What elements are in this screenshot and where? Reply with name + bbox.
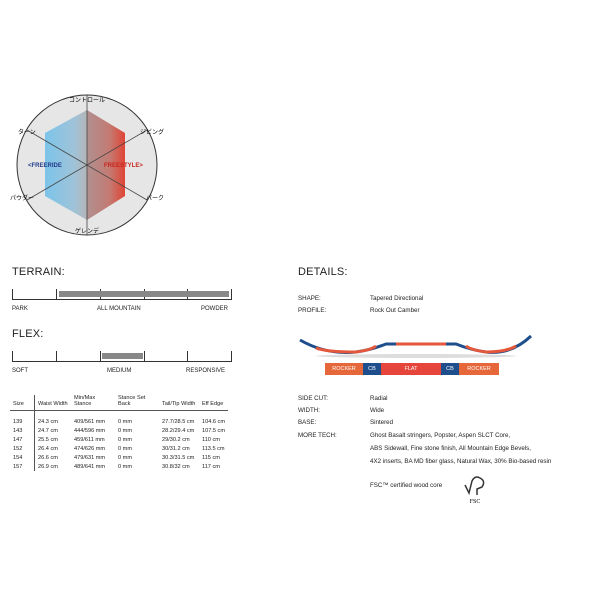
flex-title: FLEX: xyxy=(12,328,44,340)
table-row: 157 26.9 cm 489/641 mm 0 mm 30.8/32 cm 117 cm xyxy=(10,462,228,471)
table-cell: 139 xyxy=(10,410,35,426)
segment-rocker: ROCKER xyxy=(325,363,363,375)
table-cell: 409/561 mm xyxy=(74,418,106,425)
table-cell: 0 mm xyxy=(118,463,132,470)
svg-text:FSC: FSC xyxy=(470,499,481,505)
table-cell: 27.7/28.5 cm xyxy=(162,418,195,425)
table-row: 147 25.5 cm 459/611 mm 0 mm 29/30.2 cm 110 cm xyxy=(10,435,228,444)
segment-camber: CB xyxy=(441,363,459,375)
table-cell: 489/641 mm xyxy=(74,463,106,470)
profile-segment-bar: ROCKER CB FLAT CB ROCKER xyxy=(325,363,499,375)
table-cell: 24.3 cm xyxy=(38,418,58,425)
table-cell: 0 mm xyxy=(118,454,132,461)
flex-fill xyxy=(102,353,143,359)
terrain-title: TERRAIN: xyxy=(12,266,65,278)
col-header: Tail/Tip Width xyxy=(159,395,199,411)
radar-axis-label: コントロール xyxy=(69,97,105,104)
table-cell: 104.6 cm xyxy=(202,418,226,425)
table-cell: 26.4 cm xyxy=(38,445,58,452)
table-cell: 479/631 mm xyxy=(74,454,106,461)
table-cell: 0 mm xyxy=(118,445,132,452)
tech-line: ABS Sidewall, Fine stone finish, All Mou… xyxy=(370,445,531,452)
flex-label-responsive: RESPONSIVE xyxy=(186,368,226,374)
table-cell: 110 cm xyxy=(202,436,220,443)
terrain-scale xyxy=(12,289,232,300)
radar-axis-label: ジビング xyxy=(140,128,164,136)
tech-label: MORE TECH: xyxy=(298,432,337,439)
table-row: 154 26.6 cm 479/631 mm 0 mm 30.3/31.5 cm 115 … xyxy=(10,453,228,462)
freestyle-label: FREESTYLE> xyxy=(104,163,143,169)
table-cell: 154 xyxy=(10,453,35,462)
table-cell: 30.3/31.5 cm xyxy=(162,454,195,461)
table-cell: 459/611 mm xyxy=(74,436,105,443)
sidecut-value: Radial xyxy=(370,395,388,402)
table-cell: 444/596 mm xyxy=(74,427,106,434)
freeride-label: <FREERIDE xyxy=(28,163,62,169)
table-cell: 117 cm xyxy=(202,463,220,470)
segment-rocker: ROCKER xyxy=(459,363,499,375)
freestyle-area xyxy=(87,110,125,220)
col-header: Size xyxy=(10,395,35,411)
table-cell: 157 xyxy=(10,462,35,471)
fsc-text: FSC™ certified wood core xyxy=(370,482,443,489)
shape-label: SHAPE: xyxy=(298,295,321,302)
tech-line: Ghost Basalt stringers, Popster, Aspen S… xyxy=(370,432,511,439)
terrain-label-all-mountain: ALL MOUNTAIN xyxy=(97,306,141,312)
profile-label: PROFILE: xyxy=(298,307,327,314)
sidecut-label: SIDE CUT: xyxy=(298,395,328,402)
width-value: Wide xyxy=(370,407,385,414)
table-cell: 28.2/29.4 cm xyxy=(162,427,195,434)
segment-camber: CB xyxy=(363,363,381,375)
shape-value: Tapered Directional xyxy=(370,295,424,302)
table-cell: 113.5 cm xyxy=(202,445,225,452)
radar-axis-label: ゲレンデ xyxy=(75,227,99,235)
table-cell: 152 xyxy=(10,444,35,453)
table-cell: 25.5 cm xyxy=(38,436,58,443)
col-header: Min/Max Stance xyxy=(71,395,115,411)
col-header: Waist Width xyxy=(34,395,71,411)
base-label: BASE: xyxy=(298,419,317,426)
table-cell: 147 xyxy=(10,435,35,444)
table-cell: 107.5 cm xyxy=(202,427,226,434)
radar-chart: コントロール ジビング パーク ゲレンデ パウダー ターン <FREERIDE … xyxy=(10,94,164,236)
radar-axis-label: パウダー xyxy=(10,194,34,202)
table-cell: 0 mm xyxy=(118,436,132,443)
segment-flat: FLAT xyxy=(381,363,441,375)
table-row: 152 26.4 cm 474/626 mm 0 mm 30/31.2 cm 113.5 … xyxy=(10,444,228,453)
flex-scale xyxy=(12,351,232,362)
table-row: 139 24.3 cm 409/561 mm 0 mm 27.7/28.5 cm 104.… xyxy=(10,410,228,426)
table-cell: 0 mm xyxy=(118,427,132,434)
radar-axis-label: ターン xyxy=(18,128,36,136)
table-cell: 30/31.2 cm xyxy=(162,445,190,452)
terrain-fill xyxy=(59,291,229,297)
table-cell: 26.9 cm xyxy=(38,463,58,470)
radar-axis-label: パーク xyxy=(146,195,164,202)
table-cell: 474/626 mm xyxy=(74,445,106,452)
table-cell: 26.6 cm xyxy=(38,454,58,461)
fsc-logo-icon: FSC xyxy=(464,476,485,505)
table-cell: 29/30.2 cm xyxy=(162,436,190,443)
flex-label-medium: MEDIUM xyxy=(107,368,132,374)
size-table: Size Waist Width Min/Max Stance Stance Set … xyxy=(10,395,229,471)
base-value: Sintered xyxy=(370,419,394,426)
profile-value: Rock Out Camber xyxy=(370,307,420,314)
terrain-label-powder: POWDER xyxy=(201,306,228,312)
table-cell: 24.7 cm xyxy=(38,427,58,434)
terrain-label-park: PARK xyxy=(12,306,28,312)
table-row: 143 24.7 cm 444/596 mm 0 mm 28.2/29.4 cm 107.… xyxy=(10,426,228,435)
table-cell: 30.8/32 cm xyxy=(162,463,190,470)
freeride-area xyxy=(45,110,87,220)
board-profile-graphic xyxy=(299,334,533,358)
flex-label-soft: SOFT xyxy=(12,368,28,374)
details-title: DETAILS: xyxy=(298,266,348,278)
tech-line: 4X2 inserts, BA MD fiber glass, Natural … xyxy=(370,458,552,465)
col-header: Eff Edge xyxy=(199,395,229,411)
col-header: Stance Set Back xyxy=(115,395,159,411)
width-label: WIDTH: xyxy=(298,407,320,414)
table-cell: 143 xyxy=(10,426,35,435)
table-cell: 115 cm xyxy=(202,454,220,461)
table-cell: 0 mm xyxy=(118,418,132,425)
